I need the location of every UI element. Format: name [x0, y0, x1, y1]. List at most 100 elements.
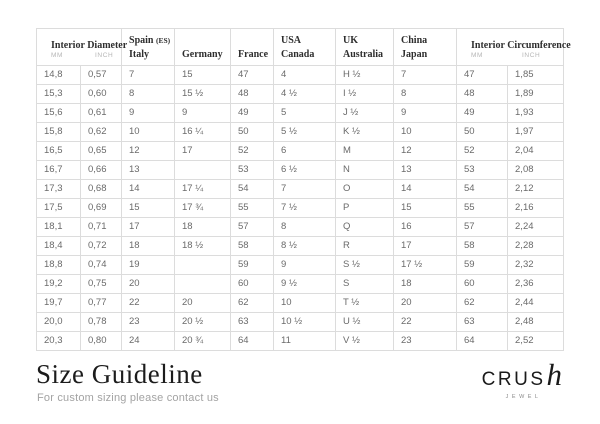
- table-cell: 18: [174, 217, 232, 237]
- table-row: 19,7 0,77 22 20 62 10 T ½ 20 62 2,44: [36, 293, 565, 313]
- table-cell: 7: [393, 65, 458, 85]
- header-france: France: [230, 28, 275, 66]
- table-cell: 17 ¾: [174, 198, 232, 218]
- table-cell: 18 ½: [174, 236, 232, 256]
- table-cell: 10: [121, 122, 176, 142]
- table-cell: 7: [121, 65, 176, 85]
- table-cell: 62: [230, 293, 275, 313]
- table-cell: 13: [121, 160, 176, 180]
- table-cell: 0,68: [79, 179, 123, 199]
- table-cell: 2,12: [507, 179, 565, 199]
- table-cell: 22: [121, 293, 176, 313]
- table-cell: 0,66: [79, 160, 123, 180]
- table-cell: 59: [456, 255, 509, 275]
- table-cell: 15: [121, 198, 176, 218]
- table-cell: S: [335, 274, 395, 294]
- table-cell: 18,4: [36, 236, 81, 256]
- table-cell: H ½: [335, 65, 395, 85]
- table-cell: 2,16: [507, 198, 565, 218]
- table-cell: 0,74: [79, 255, 123, 275]
- table-cell: 60: [230, 274, 275, 294]
- table-cell: 2,04: [507, 141, 565, 161]
- table-cell: 18,1: [36, 217, 81, 237]
- table-cell: 20: [174, 293, 232, 313]
- ring-size-table: Interior Diameter MM INCH Spain (ES) Ita…: [35, 28, 571, 351]
- table-cell: 24: [121, 331, 176, 351]
- table-cell: 47: [456, 65, 509, 85]
- table-cell: 49: [456, 103, 509, 123]
- table-cell: 17,5: [36, 198, 81, 218]
- table-cell: 22: [393, 312, 458, 332]
- table-cell: 48: [456, 84, 509, 104]
- table-cell: 12: [121, 141, 176, 161]
- table-cell: 11: [273, 331, 337, 351]
- table-cell: 0,61: [79, 103, 123, 123]
- table-cell: 2,28: [507, 236, 565, 256]
- header-interior-diameter-label: Interior Diameter: [51, 39, 128, 51]
- unit-label-inch: INCH: [522, 52, 541, 60]
- table-cell: 0,69: [79, 198, 123, 218]
- table-cell: 2,32: [507, 255, 565, 275]
- header-usa-canada: USA Canada: [273, 28, 337, 66]
- brand-wordmark-main: CRUS: [481, 369, 546, 390]
- unit-label-mm: MM: [51, 52, 64, 60]
- table-cell: 9: [273, 255, 337, 275]
- table-cell: 53: [230, 160, 275, 180]
- table-cell: R: [335, 236, 395, 256]
- table-cell: 0,60: [79, 84, 123, 104]
- table-cell: 0,65: [79, 141, 123, 161]
- table-cell: O: [335, 179, 395, 199]
- table-cell: 0,57: [79, 65, 123, 85]
- table-cell: 15,3: [36, 84, 81, 104]
- table-row: 17,3 0,68 14 17 ¼ 54 7 O 14 54 2,12: [36, 179, 565, 199]
- table-cell: 59: [230, 255, 275, 275]
- table-cell: 5 ½: [273, 122, 337, 142]
- header-china-japan: China Japan: [393, 28, 458, 66]
- table-cell: U ½: [335, 312, 395, 332]
- table-cell: 50: [456, 122, 509, 142]
- header-canada-label: Canada: [281, 48, 315, 60]
- brand-wordmark: CRUSh: [481, 359, 562, 393]
- table-cell: 57: [230, 217, 275, 237]
- table-cell: 19: [121, 255, 176, 275]
- table-cell: 2,48: [507, 312, 565, 332]
- table-cell: [174, 274, 232, 294]
- header-interior-circumference: Interior Circumference MM INCH: [456, 28, 571, 66]
- table-cell: 54: [230, 179, 275, 199]
- table-row: 18,1 0,71 17 18 57 8 Q 16 57 2,24: [36, 217, 565, 237]
- table-cell: 15,8: [36, 122, 81, 142]
- table-cell: 0,78: [79, 312, 123, 332]
- table-cell: 14: [121, 179, 176, 199]
- table-cell: 48: [230, 84, 275, 104]
- custom-sizing-note: For custom sizing please contact us: [37, 391, 219, 404]
- table-cell: 9: [393, 103, 458, 123]
- table-cell: 23: [393, 331, 458, 351]
- brand-tagline: JEWEL: [505, 394, 542, 400]
- table-row: 17,5 0,69 15 17 ¾ 55 7 ½ P 15 55 2,16: [36, 198, 565, 218]
- table-cell: 18: [393, 274, 458, 294]
- table-cell: 19,2: [36, 274, 81, 294]
- brand-logo: CRUSh JEWEL: [481, 359, 562, 400]
- table-cell: [174, 160, 232, 180]
- table-cell: 4: [273, 65, 337, 85]
- table-cell: 63: [230, 312, 275, 332]
- table-cell: 17 ½: [393, 255, 458, 275]
- table-cell: 15 ½: [174, 84, 232, 104]
- table-cell: Q: [335, 217, 395, 237]
- table-cell: 60: [456, 274, 509, 294]
- table-row: 18,4 0,72 18 18 ½ 58 8 ½ R 17 58 2,28: [36, 236, 565, 256]
- header-spain-suffix: (ES): [155, 36, 171, 45]
- table-cell: 2,52: [507, 331, 565, 351]
- table-cell: 7: [273, 179, 337, 199]
- table-cell: 10: [273, 293, 337, 313]
- table-cell: 20,0: [36, 312, 81, 332]
- brand-wordmark-accent: h: [546, 357, 563, 392]
- table-cell: 0,71: [79, 217, 123, 237]
- table-cell: 9: [121, 103, 176, 123]
- unit-labels-circumference: MM INCH: [464, 52, 563, 61]
- table-cell: 55: [230, 198, 275, 218]
- table-cell: 5: [273, 103, 337, 123]
- table-cell: 6 ½: [273, 160, 337, 180]
